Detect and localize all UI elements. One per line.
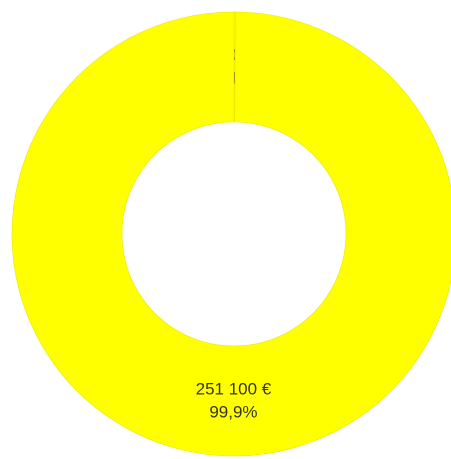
percent-label: 99,9% [209, 402, 257, 421]
donut-segment [11, 11, 451, 457]
value-label: 251 100 € [196, 379, 272, 398]
